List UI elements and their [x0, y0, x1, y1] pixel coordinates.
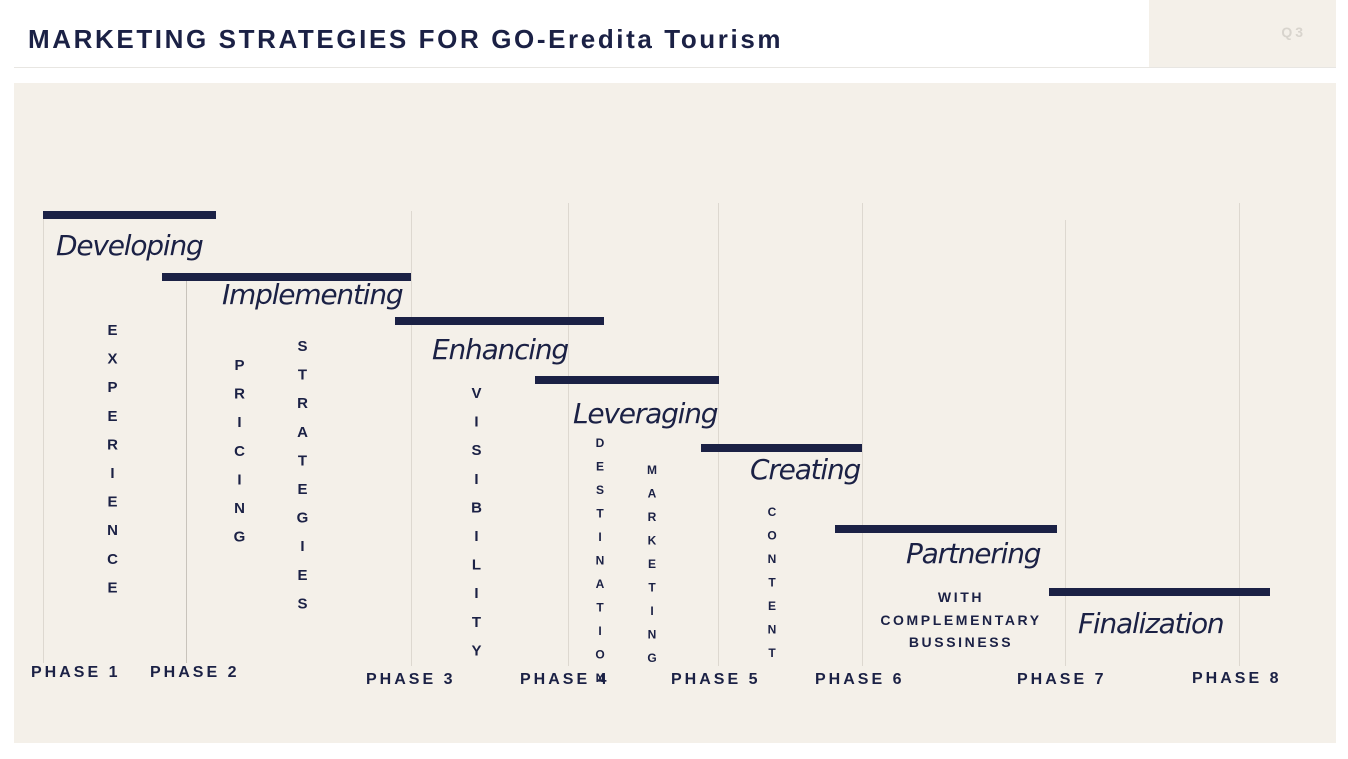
vertical-label-experience: EXPERIENCE: [104, 322, 121, 608]
phase-label-1: PHASE 1: [31, 664, 121, 681]
vertical-label-content: CONTENT: [765, 505, 779, 670]
gridline-phase-3: [411, 211, 412, 666]
step-verb-finalization: Finalization: [1078, 607, 1225, 640]
vertical-label-visibility: VISIBILITY: [468, 385, 485, 671]
corner-panel: Q3: [1149, 0, 1336, 68]
diagram-panel: [14, 83, 1336, 743]
step-verb-developing: Developing: [56, 229, 204, 262]
note-line: WITH: [937, 589, 985, 605]
step-bar-6: [835, 525, 1057, 533]
title-divider: [14, 67, 1336, 68]
phase-label-4: PHASE 4: [520, 671, 610, 688]
gridline-phase-4: [568, 203, 569, 666]
step-verb-leveraging: Leveraging: [573, 397, 719, 430]
phase-label-2: PHASE 2: [150, 664, 240, 681]
step-bar-2: [162, 273, 411, 281]
phase-label-8: PHASE 8: [1192, 670, 1282, 687]
phase-label-7: PHASE 7: [1017, 671, 1107, 688]
gridline-phase-2: [186, 278, 187, 663]
vertical-label-strategies: STRATEGIES: [294, 338, 311, 624]
vertical-label-destination: DESTINATION: [593, 436, 607, 695]
phase-label-3: PHASE 3: [366, 671, 456, 688]
step-bar-7: [1049, 588, 1270, 596]
step-bar-5: [701, 444, 862, 452]
vertical-label-marketing: MARKETING: [645, 463, 659, 675]
partnering-note: WITH COMPLEMENTARY BUSSINESS: [870, 586, 1052, 654]
step-verb-implementing: Implementing: [222, 278, 404, 311]
gridline-phase-6: [862, 203, 863, 666]
phase-label-5: PHASE 5: [671, 671, 761, 688]
step-verb-creating: Creating: [750, 453, 861, 486]
phase-label-6: PHASE 6: [815, 671, 905, 688]
gridline-phase-7: [1065, 220, 1066, 666]
page-tag: Q3: [1281, 24, 1306, 40]
step-bar-4: [535, 376, 719, 384]
vertical-label-pricing: PRICING: [231, 357, 248, 558]
gridline-phase-5: [718, 203, 719, 666]
gridline-phase-1: [43, 215, 44, 663]
note-line: COMPLEMENTARY: [880, 611, 1042, 628]
step-verb-enhancing: Enhancing: [432, 333, 569, 366]
step-bar-1: [43, 211, 216, 219]
note-line: BUSSINESS: [908, 634, 1014, 650]
step-verb-partnering: Partnering: [906, 537, 1042, 570]
step-bar-3: [395, 317, 604, 325]
page-title: MARKETING STRATEGIES FOR GO-Eredita Tour…: [28, 24, 784, 54]
gridline-phase-8: [1239, 203, 1240, 666]
